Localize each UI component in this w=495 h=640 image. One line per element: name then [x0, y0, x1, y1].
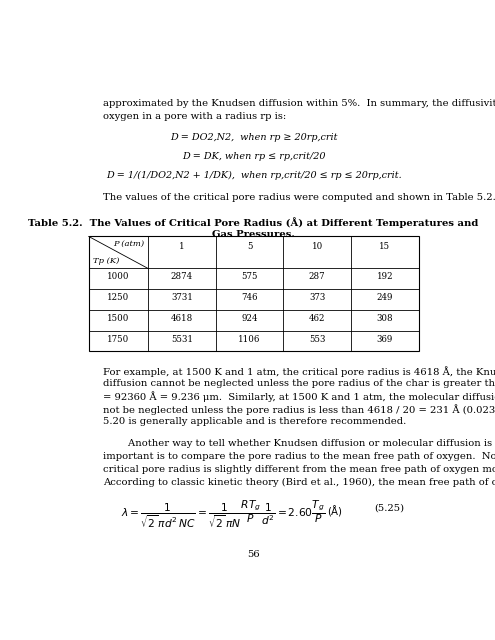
- Text: diffusion cannot be neglected unless the pore radius of the char is greater than: diffusion cannot be neglected unless the…: [103, 379, 495, 388]
- Text: Tp (K): Tp (K): [93, 257, 119, 264]
- Text: 192: 192: [377, 273, 393, 282]
- Text: D = 1/(1/DO2,N2 + 1/DK),  when rp,crit/20 ≤ rp ≤ 20rp,crit.: D = 1/(1/DO2,N2 + 1/DK), when rp,crit/20…: [106, 171, 401, 180]
- Text: $(\mathrm{\AA})$: $(\mathrm{\AA})$: [327, 503, 343, 518]
- Text: 1000: 1000: [107, 273, 130, 282]
- Text: 575: 575: [242, 273, 258, 282]
- Text: oxygen in a pore with a radius rp is:: oxygen in a pore with a radius rp is:: [103, 112, 287, 121]
- Text: 10: 10: [311, 243, 323, 252]
- Text: not be neglected unless the pore radius is less than 4618 / 20 = 231 Å (0.023 μm: not be neglected unless the pore radius …: [103, 404, 495, 415]
- Text: approximated by the Knudsen diffusion within 5%.  In summary, the diffusivity of: approximated by the Knudsen diffusion wi…: [103, 99, 495, 108]
- Text: 5: 5: [247, 243, 252, 252]
- Text: = 92360 Å = 9.236 μm.  Similarly, at 1500 K and 1 atm, the molecular diffusion s: = 92360 Å = 9.236 μm. Similarly, at 1500…: [103, 392, 495, 403]
- Text: Table 5.2.  The Values of Critical Pore Radius (Å) at Different Temperatures and: Table 5.2. The Values of Critical Pore R…: [29, 217, 479, 228]
- Text: D = DK, when rp ≤ rp,crit/20: D = DK, when rp ≤ rp,crit/20: [182, 152, 325, 161]
- Text: 553: 553: [309, 335, 325, 344]
- Text: 249: 249: [377, 293, 393, 302]
- Text: For example, at 1500 K and 1 atm, the critical pore radius is 4618 Å, the Knudse: For example, at 1500 K and 1 atm, the cr…: [103, 366, 495, 377]
- Text: 373: 373: [309, 293, 325, 302]
- Text: 3731: 3731: [171, 293, 193, 302]
- Text: Another way to tell whether Knudsen diffusion or molecular diffusion is: Another way to tell whether Knudsen diff…: [103, 439, 493, 448]
- Text: According to classic kinetic theory (Bird et al., 1960), the mean free path of o: According to classic kinetic theory (Bir…: [103, 477, 495, 486]
- Text: The values of the critical pore radius were computed and shown in Table 5.2.: The values of the critical pore radius w…: [103, 193, 495, 202]
- Text: 1500: 1500: [107, 314, 130, 323]
- Text: critical pore radius is slightly different from the mean free path of oxygen mol: critical pore radius is slightly differe…: [103, 465, 495, 474]
- Text: D = DO2,N2,  when rp ≥ 20rp,crit: D = DO2,N2, when rp ≥ 20rp,crit: [170, 134, 338, 143]
- Text: $\lambda = \dfrac{1}{\sqrt{2}\,\pi d^{2}\,NC}= \dfrac{1}{\sqrt{2}\,\pi N}\dfrac{: $\lambda = \dfrac{1}{\sqrt{2}\,\pi d^{2}…: [121, 499, 325, 531]
- Text: 5.20 is generally applicable and is therefore recommended.: 5.20 is generally applicable and is ther…: [103, 417, 406, 426]
- Text: 1: 1: [179, 243, 185, 252]
- Text: important is to compare the pore radius to the mean free path of oxygen.  Note t: important is to compare the pore radius …: [103, 452, 495, 461]
- Text: 1250: 1250: [107, 293, 130, 302]
- Bar: [89, 236, 419, 351]
- Text: 369: 369: [377, 335, 393, 344]
- Text: 1750: 1750: [107, 335, 130, 344]
- Text: 4618: 4618: [171, 314, 193, 323]
- Text: 746: 746: [242, 293, 258, 302]
- Text: 1106: 1106: [239, 335, 261, 344]
- Text: 56: 56: [248, 550, 260, 559]
- Text: 287: 287: [309, 273, 326, 282]
- Text: 2874: 2874: [171, 273, 193, 282]
- Text: 462: 462: [309, 314, 325, 323]
- Text: Gas Pressures.: Gas Pressures.: [212, 230, 295, 239]
- Text: 15: 15: [379, 243, 391, 252]
- Text: 5531: 5531: [171, 335, 193, 344]
- Text: P (atm): P (atm): [113, 240, 144, 248]
- Text: 924: 924: [242, 314, 258, 323]
- Text: 308: 308: [377, 314, 393, 323]
- Text: (5.25): (5.25): [374, 503, 404, 512]
